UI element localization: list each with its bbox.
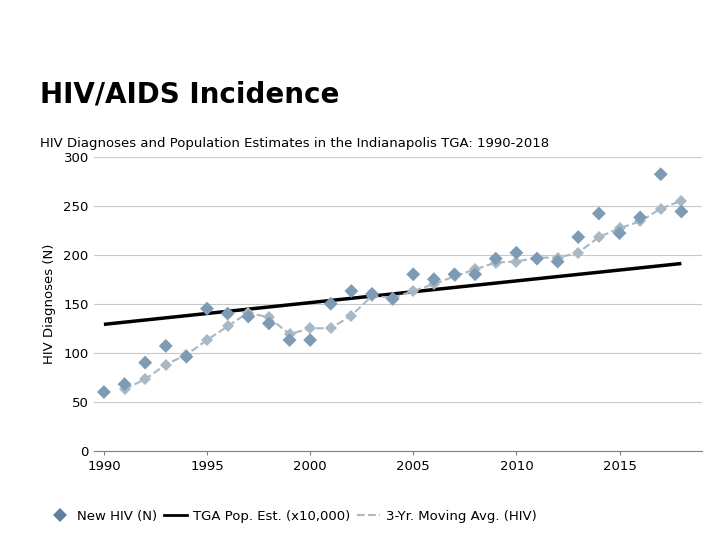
Point — [325, 299, 336, 308]
Point — [119, 380, 130, 388]
Point — [284, 336, 295, 345]
Legend: New HIV (N), TGA Pop. Est. (x10,000), 3-Yr. Moving Avg. (HIV): New HIV (N), TGA Pop. Est. (x10,000), 3-… — [42, 504, 541, 528]
Point — [98, 388, 109, 396]
Point — [634, 213, 646, 222]
Point — [469, 270, 481, 279]
Point — [675, 207, 687, 216]
Text: HIV/AIDS Incidence: HIV/AIDS Incidence — [40, 80, 339, 109]
Point — [572, 233, 584, 241]
Point — [408, 270, 419, 279]
Point — [490, 254, 502, 263]
Text: HIV Diagnoses and Population Estimates in the Indianapolis TGA: 1990-2018: HIV Diagnoses and Population Estimates i… — [40, 137, 549, 150]
Point — [222, 309, 233, 318]
Point — [263, 319, 274, 328]
Point — [140, 359, 151, 367]
Point — [613, 229, 625, 238]
Point — [510, 248, 522, 257]
Point — [531, 254, 543, 263]
Point — [160, 342, 171, 350]
Point — [202, 305, 213, 313]
Point — [655, 170, 667, 179]
Point — [346, 287, 357, 295]
Point — [181, 353, 192, 361]
Point — [387, 294, 398, 303]
Y-axis label: HIV Diagnoses (N): HIV Diagnoses (N) — [43, 244, 56, 364]
Point — [593, 209, 605, 218]
Point — [449, 270, 460, 279]
Point — [366, 289, 378, 298]
Point — [305, 336, 316, 345]
Point — [243, 312, 254, 321]
Point — [552, 257, 563, 266]
Point — [428, 275, 440, 284]
